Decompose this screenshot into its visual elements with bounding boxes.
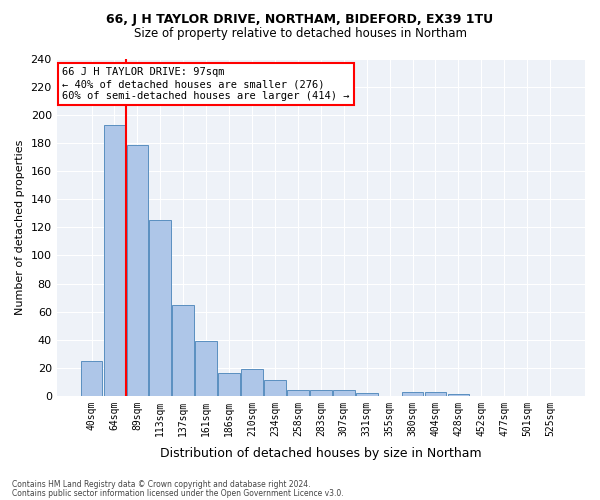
Bar (425, 392, 446, 396)
Y-axis label: Number of detached properties: Number of detached properties (15, 140, 25, 315)
Bar (104, 125, 125, 396)
Text: Contains public sector information licensed under the Open Government Licence v3: Contains public sector information licen… (12, 488, 344, 498)
Text: 66 J H TAYLOR DRIVE: 97sqm
← 40% of detached houses are smaller (276)
60% of sem: 66 J H TAYLOR DRIVE: 97sqm ← 40% of deta… (62, 68, 349, 100)
Bar (172, 304, 194, 396)
Bar (127, 144, 148, 396)
Bar (401, 392, 424, 396)
Bar (448, 394, 469, 396)
Bar (218, 374, 240, 396)
Bar (310, 390, 332, 396)
Bar (149, 220, 171, 396)
Text: Contains HM Land Registry data © Crown copyright and database right 2024.: Contains HM Land Registry data © Crown c… (12, 480, 311, 489)
Text: Size of property relative to detached houses in Northam: Size of property relative to detached ho… (133, 28, 467, 40)
X-axis label: Distribution of detached houses by size in Northam: Distribution of detached houses by size … (160, 447, 482, 460)
Bar (333, 390, 355, 396)
Bar (356, 393, 377, 396)
Bar (241, 369, 263, 396)
Bar (264, 380, 286, 396)
Text: 66, J H TAYLOR DRIVE, NORTHAM, BIDEFORD, EX39 1TU: 66, J H TAYLOR DRIVE, NORTHAM, BIDEFORD,… (106, 12, 494, 26)
Bar (287, 390, 309, 396)
Bar (80, 360, 103, 396)
Bar (196, 341, 217, 396)
